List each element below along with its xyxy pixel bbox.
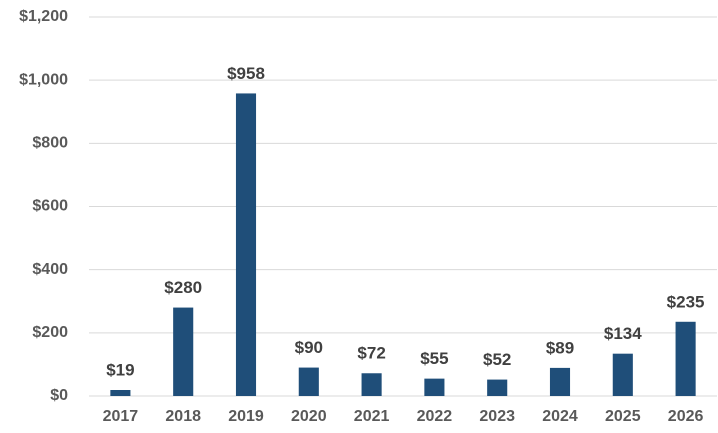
data-label: $90 [295, 338, 323, 357]
data-label: $280 [164, 278, 202, 297]
data-label: $19 [106, 360, 134, 379]
y-tick-label: $800 [32, 135, 68, 152]
x-tick-label: 2020 [291, 408, 327, 425]
bar [675, 321, 696, 396]
data-label: $89 [546, 338, 574, 357]
bar [487, 379, 508, 396]
bar [235, 93, 257, 396]
data-label: $235 [667, 292, 705, 311]
bar [424, 378, 445, 396]
y-tick-label: $600 [32, 198, 68, 215]
data-label: $52 [483, 350, 511, 369]
x-tick-label: 2017 [103, 408, 139, 425]
data-label: $55 [420, 349, 448, 368]
x-tick-label: 2022 [417, 408, 453, 425]
data-label: $134 [604, 324, 642, 343]
y-tick-label: $1,200 [19, 8, 68, 25]
x-tick-label: 2025 [605, 408, 641, 425]
y-tick-label: $200 [32, 324, 68, 341]
bar [612, 353, 633, 396]
data-label: $72 [357, 344, 385, 363]
bar [361, 373, 382, 396]
y-tick-label: $0 [50, 387, 68, 404]
bar [549, 367, 571, 396]
bar [173, 307, 194, 396]
data-label: $958 [227, 64, 265, 83]
x-tick-label: 2018 [165, 408, 201, 425]
x-tick-label: 2024 [542, 408, 578, 425]
bar [110, 389, 131, 396]
x-tick-label: 2019 [228, 408, 264, 425]
x-tick-label: 2026 [668, 408, 704, 425]
x-tick-label: 2023 [479, 408, 515, 425]
y-tick-label: $1,000 [19, 71, 68, 88]
x-tick-label: 2021 [354, 408, 390, 425]
y-tick-label: $400 [32, 261, 68, 278]
bar [298, 367, 319, 396]
